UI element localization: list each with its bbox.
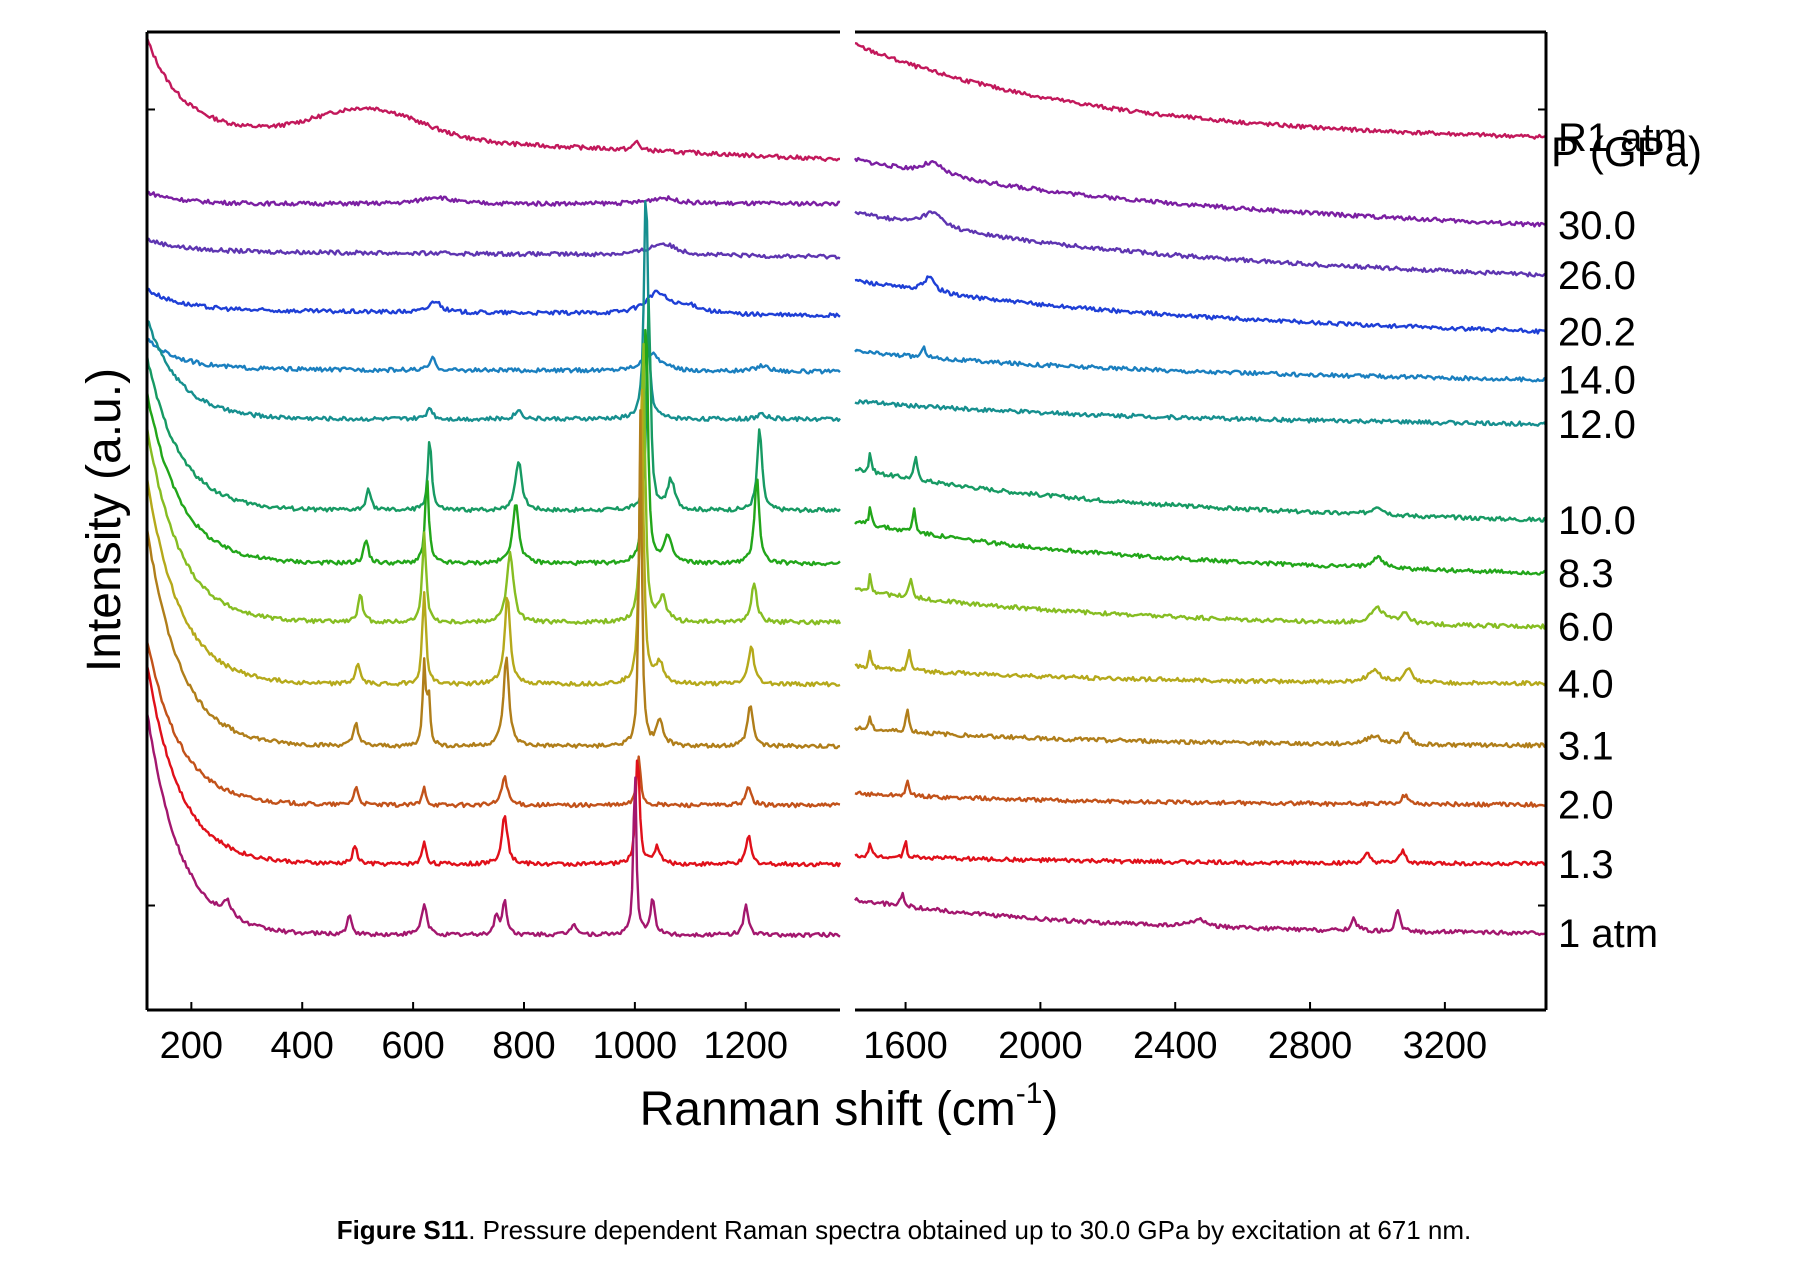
pressure-label-1-3: 1.3 bbox=[1558, 843, 1614, 887]
pressure-label-10-0: 10.0 bbox=[1558, 499, 1636, 543]
spectrum-1-3-left bbox=[145, 664, 842, 868]
spectrum-20-2-right bbox=[854, 275, 1547, 335]
pressure-label-12-0: 12.0 bbox=[1558, 403, 1636, 447]
x-tick-label-1000: 1000 bbox=[593, 1025, 678, 1067]
pressure-labels: R1 atm 30.0 26.0 20.214.012.0 10.0 8.3 6.0 4.0 3… bbox=[1558, 116, 1687, 956]
y-axis-label: Intensity (a.u.) bbox=[78, 368, 131, 672]
figure-caption: Figure S11. Pressure dependent Raman spe… bbox=[0, 1215, 1808, 1246]
pressure-label-14-0: 14.0 bbox=[1558, 359, 1636, 403]
spectrum-3-1-left bbox=[145, 409, 841, 750]
x-tick-label-2800: 2800 bbox=[1268, 1025, 1353, 1067]
spectra-traces bbox=[145, 37, 1548, 938]
x-tick-label-200: 200 bbox=[160, 1025, 223, 1067]
spectrum-6-0-right bbox=[854, 573, 1548, 630]
spectrum-2-0-left bbox=[145, 640, 841, 809]
spectrum-8-3-left bbox=[145, 328, 841, 567]
x-tick-label-2400: 2400 bbox=[1133, 1025, 1218, 1067]
pressure-label-r1-atm: R1 atm bbox=[1558, 116, 1687, 160]
pressure-label-26-0: 26.0 bbox=[1558, 254, 1636, 298]
spectrum-r1-atm-left bbox=[145, 37, 840, 163]
x-tick-label-800: 800 bbox=[492, 1025, 555, 1067]
pressure-label-6-0: 6.0 bbox=[1558, 606, 1614, 650]
pressure-label-20-2: 20.2 bbox=[1558, 311, 1636, 355]
spectrum-30-0-left bbox=[146, 190, 841, 207]
spectrum-6-0-left bbox=[145, 342, 842, 626]
x-tick-label-400: 400 bbox=[271, 1025, 334, 1067]
x-axis-ticks: 200 400 600 800 1000 1200 1600 2000 2400 2800 3200 bbox=[147, 108, 1546, 1067]
spectrum-3-1-right bbox=[854, 708, 1547, 749]
spectrum-14-0-right bbox=[854, 345, 1548, 383]
legend-title: P (GPa) bbox=[1551, 128, 1702, 175]
plot-frame bbox=[145, 20, 1548, 1020]
spectrum-1-3-right bbox=[854, 840, 1547, 867]
x-tick-label-3200: 3200 bbox=[1403, 1025, 1488, 1067]
x-tick-label-1600: 1600 bbox=[863, 1025, 948, 1067]
spectrum-14-0-left bbox=[146, 338, 841, 375]
spectrum-30-0-right bbox=[853, 156, 1547, 228]
x-tick-label-1200: 1200 bbox=[703, 1025, 788, 1067]
pressure-label-4-0: 4.0 bbox=[1558, 662, 1614, 706]
caption-label: Figure S11 bbox=[336, 1215, 469, 1245]
x-tick-label-2000: 2000 bbox=[998, 1025, 1083, 1067]
spectrum-4-0-right bbox=[854, 648, 1548, 687]
spectrum-26-0-right bbox=[854, 210, 1547, 278]
pressure-label-3-1: 3.1 bbox=[1558, 724, 1614, 768]
pressure-label-8-3: 8.3 bbox=[1558, 552, 1614, 596]
spectrum-8-3-right bbox=[854, 506, 1547, 576]
pressure-label-1-atm: 1 atm bbox=[1558, 912, 1658, 956]
spectrum-1-atm-right bbox=[854, 891, 1547, 937]
x-tick-label-600: 600 bbox=[381, 1025, 444, 1067]
pressure-label-2-0: 2.0 bbox=[1558, 784, 1614, 828]
spectrum-4-0-left bbox=[145, 388, 841, 688]
x-axis-label: Ranman shift (cm-1) bbox=[640, 1077, 1059, 1136]
spectrum-10-0-right bbox=[854, 452, 1548, 523]
spectrum-20-2-left bbox=[146, 287, 841, 319]
spectrum-12-0-right bbox=[854, 399, 1548, 427]
spectrum-10-0-left bbox=[145, 298, 841, 514]
spectrum-2-0-right bbox=[854, 779, 1547, 808]
pressure-label-30-0: 30.0 bbox=[1558, 204, 1636, 248]
spectrum-1-atm-left bbox=[145, 712, 841, 938]
spectrum-r1-atm-right bbox=[854, 42, 1547, 140]
caption-text: . Pressure dependent Raman spectra obtai… bbox=[468, 1215, 1472, 1245]
spectrum-12-0-left bbox=[146, 200, 841, 423]
spectrum-26-0-left bbox=[146, 237, 841, 260]
